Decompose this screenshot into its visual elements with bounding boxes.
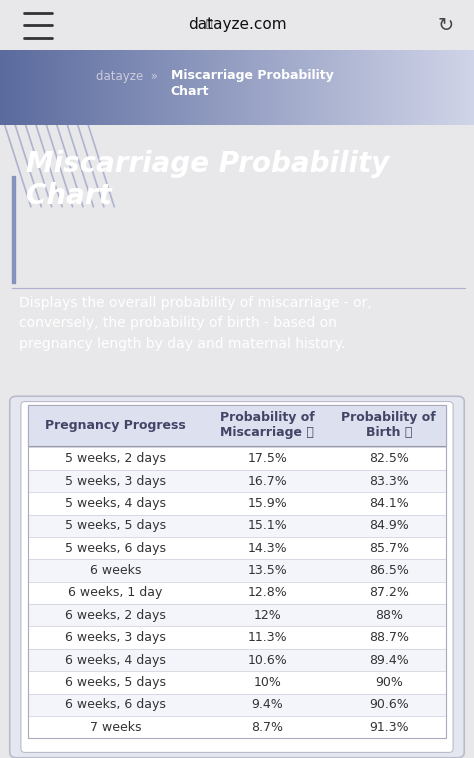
Bar: [27, 448, 447, 470]
Text: 84.9%: 84.9%: [369, 519, 409, 532]
Text: 🔒: 🔒: [205, 19, 212, 29]
Bar: [12, 176, 15, 283]
Text: 9.4%: 9.4%: [252, 698, 283, 711]
Text: 6 weeks, 4 days: 6 weeks, 4 days: [65, 653, 166, 666]
Text: 83.3%: 83.3%: [369, 475, 409, 487]
Text: datayze.com: datayze.com: [188, 17, 286, 33]
Text: 13.5%: 13.5%: [247, 564, 287, 577]
Bar: [27, 470, 447, 493]
Text: 6 weeks, 3 days: 6 weeks, 3 days: [65, 631, 166, 644]
Text: 10.6%: 10.6%: [247, 653, 287, 666]
Text: 89.4%: 89.4%: [369, 653, 409, 666]
Bar: [27, 537, 447, 559]
Text: 5 weeks, 5 days: 5 weeks, 5 days: [65, 519, 166, 532]
Text: 16.7%: 16.7%: [247, 475, 287, 487]
Text: 86.5%: 86.5%: [369, 564, 409, 577]
Text: Displays the overall probability of miscarriage - or,
conversely, the probabilit: Displays the overall probability of misc…: [19, 296, 372, 351]
Bar: [27, 405, 447, 446]
Text: datayze  »: datayze »: [96, 70, 166, 83]
Text: 87.2%: 87.2%: [369, 587, 409, 600]
Text: 91.3%: 91.3%: [369, 721, 409, 734]
Text: 84.1%: 84.1%: [369, 497, 409, 510]
Bar: [27, 649, 447, 671]
Text: 5 weeks, 2 days: 5 weeks, 2 days: [65, 453, 166, 465]
Bar: [27, 694, 447, 716]
Text: 17.5%: 17.5%: [247, 453, 287, 465]
Text: 88.7%: 88.7%: [369, 631, 409, 644]
Text: 6 weeks, 1 day: 6 weeks, 1 day: [68, 587, 163, 600]
Text: Miscarriage Probability
Chart: Miscarriage Probability Chart: [171, 69, 333, 99]
Bar: [27, 559, 447, 582]
Text: 90%: 90%: [375, 676, 403, 689]
Text: 85.7%: 85.7%: [369, 542, 409, 555]
Text: Probability of
Birth ⓘ: Probability of Birth ⓘ: [341, 412, 436, 440]
Text: 11.3%: 11.3%: [247, 631, 287, 644]
Bar: [27, 582, 447, 604]
Text: 5 weeks, 4 days: 5 weeks, 4 days: [65, 497, 166, 510]
Text: ↻: ↻: [438, 15, 454, 35]
Text: 6 weeks, 2 days: 6 weeks, 2 days: [65, 609, 166, 622]
Text: 8.7%: 8.7%: [251, 721, 283, 734]
Bar: [27, 626, 447, 649]
Text: 14.3%: 14.3%: [247, 542, 287, 555]
Text: 6 weeks, 5 days: 6 weeks, 5 days: [65, 676, 166, 689]
Text: 88%: 88%: [375, 609, 403, 622]
Bar: [27, 671, 447, 694]
Text: Pregnancy Progress: Pregnancy Progress: [45, 419, 186, 432]
Text: 6 weeks: 6 weeks: [90, 564, 141, 577]
Text: 5 weeks, 3 days: 5 weeks, 3 days: [65, 475, 166, 487]
Text: Miscarriage Probability
Chart: Miscarriage Probability Chart: [26, 151, 390, 210]
Text: 15.9%: 15.9%: [247, 497, 287, 510]
Bar: [27, 493, 447, 515]
Bar: [27, 515, 447, 537]
Text: 12.8%: 12.8%: [247, 587, 287, 600]
Text: 10%: 10%: [254, 676, 281, 689]
Text: 90.6%: 90.6%: [369, 698, 409, 711]
FancyBboxPatch shape: [21, 402, 453, 753]
Text: 7 weeks: 7 weeks: [90, 721, 141, 734]
Bar: [27, 604, 447, 626]
Text: Probability of
Miscarriage ⓘ: Probability of Miscarriage ⓘ: [220, 412, 315, 440]
Bar: [27, 716, 447, 738]
Text: 15.1%: 15.1%: [247, 519, 287, 532]
Text: 5 weeks, 6 days: 5 weeks, 6 days: [65, 542, 166, 555]
FancyBboxPatch shape: [10, 396, 464, 758]
Text: 82.5%: 82.5%: [369, 453, 409, 465]
Text: 12%: 12%: [254, 609, 281, 622]
Text: 6 weeks, 6 days: 6 weeks, 6 days: [65, 698, 166, 711]
